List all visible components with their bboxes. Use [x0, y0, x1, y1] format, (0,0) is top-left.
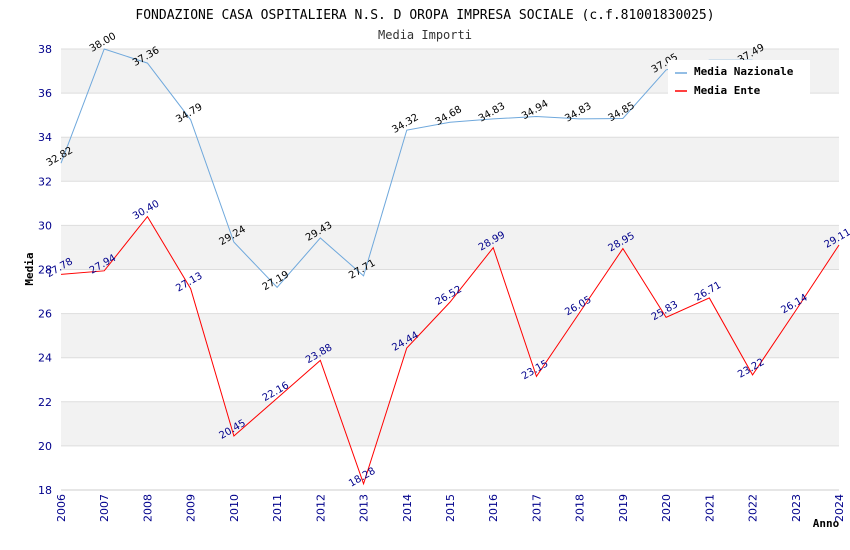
x-tick-label: 2019	[617, 494, 630, 522]
x-tick-label: 2016	[487, 494, 500, 522]
y-axis-ticks: 18 20 22 24 26 28 30 32 34 36 38	[38, 43, 52, 497]
grid-band	[61, 269, 839, 314]
x-tick-label: 2011	[271, 494, 284, 522]
x-axis-label: Anno	[813, 517, 840, 530]
y-tick-label: 18	[38, 484, 52, 497]
legend: Media Nazionale Media Ente	[668, 60, 810, 100]
x-tick-label: 2007	[98, 494, 111, 522]
y-tick-label: 38	[38, 43, 52, 56]
y-tick-label: 34	[38, 131, 52, 144]
grid-band	[61, 137, 839, 182]
legend-label-media-ente: Media Ente	[694, 84, 761, 97]
x-tick-label: 2008	[141, 494, 154, 522]
grid-band	[61, 225, 839, 270]
x-axis-ticks: 2006 2007 2008 2009 2010 2011 2012 2013 2014 2015…	[55, 494, 846, 522]
grid-band	[61, 313, 839, 358]
x-tick-label: 2023	[790, 494, 803, 522]
grid-band	[61, 401, 839, 446]
grid-band	[61, 445, 839, 490]
y-tick-label: 22	[38, 396, 52, 409]
x-tick-label: 2010	[228, 494, 241, 522]
y-tick-label: 30	[38, 219, 52, 232]
grid-band	[61, 93, 839, 138]
legend-label-media-nazionale: Media Nazionale	[694, 65, 794, 78]
y-tick-label: 20	[38, 440, 52, 453]
y-tick-label: 28	[38, 264, 52, 277]
x-tick-label: 2014	[401, 494, 414, 522]
legend-box	[668, 60, 810, 100]
y-tick-label: 36	[38, 87, 52, 100]
x-tick-label: 2018	[574, 494, 587, 522]
series-line-media-nazionale	[60, 48, 753, 289]
grid-band	[61, 181, 839, 226]
grid-bands	[61, 48, 839, 491]
series-lines	[60, 48, 840, 486]
x-tick-label: 2006	[55, 494, 68, 522]
grid-band	[61, 357, 839, 402]
x-tick-label: 2021	[703, 494, 716, 522]
chart-title: FONDAZIONE CASA OSPITALIERA N.S. D OROPA…	[135, 8, 714, 23]
y-tick-label: 26	[38, 308, 52, 321]
series-line-media-ente	[60, 215, 840, 486]
y-tick-label: 24	[38, 352, 52, 365]
x-tick-label: 2017	[530, 494, 543, 522]
x-tick-label: 2015	[444, 494, 457, 522]
y-tick-label: 32	[38, 175, 52, 188]
x-tick-label: 2024	[833, 494, 846, 522]
x-tick-label: 2022	[747, 494, 760, 522]
x-tick-label: 2009	[185, 494, 198, 522]
x-tick-label: 2020	[660, 494, 673, 522]
x-tick-label: 2012	[314, 494, 327, 522]
y-axis-label: Media	[23, 252, 36, 285]
chart-subtitle: Media Importi	[378, 28, 472, 42]
x-tick-label: 2013	[358, 494, 371, 522]
